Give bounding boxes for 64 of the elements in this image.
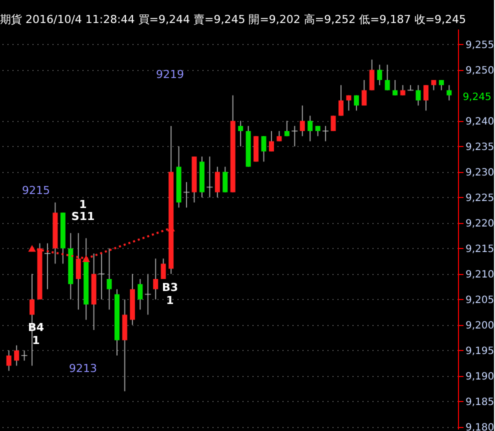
y-tick-label: 9,200	[466, 320, 494, 332]
candlestick	[438, 80, 444, 91]
candlestick	[292, 125, 298, 147]
candlestick	[261, 136, 266, 162]
candlestick	[322, 125, 329, 142]
candlestick	[384, 64, 390, 91]
candlestick	[446, 84, 452, 101]
y-tick-label: 9,220	[466, 218, 494, 230]
annotation: 1	[166, 294, 174, 307]
candlestick	[6, 350, 12, 372]
candlestick	[238, 120, 244, 147]
candlestick	[160, 258, 166, 280]
candlestick	[408, 84, 414, 91]
candlestick	[354, 94, 359, 112]
candlestick	[214, 166, 220, 198]
candlestick	[144, 273, 151, 316]
annotation: 9213	[69, 362, 97, 375]
candlestick	[14, 344, 20, 366]
y-tick-label: 9,190	[466, 371, 494, 382]
candlestick	[222, 166, 228, 193]
text: 9,245	[462, 92, 492, 103]
y-tick-label: 9,240	[466, 116, 494, 128]
candlestick	[346, 94, 352, 112]
candlestick	[153, 258, 158, 300]
candlestick	[184, 182, 190, 208]
y-tick-label: 9,255	[466, 40, 494, 51]
candlestick	[284, 120, 290, 137]
candlestick	[44, 242, 50, 290]
y-tick-label: 9,215	[466, 244, 494, 255]
candlestick	[106, 248, 112, 310]
candlestick	[400, 84, 406, 96]
y-tick-label: 9,195	[466, 346, 494, 357]
candlestick	[138, 278, 143, 310]
y-tick-label: 9,205	[466, 294, 494, 306]
candlestick	[392, 80, 398, 96]
annotation: B3	[162, 281, 178, 294]
candlestick	[338, 84, 344, 116]
annotation: 9215	[22, 184, 50, 197]
y-tick-label: 9,225	[466, 192, 494, 204]
candlestick	[300, 105, 305, 137]
annotation: 1	[79, 198, 87, 211]
candlestick	[330, 115, 336, 132]
point	[82, 255, 90, 262]
annotation: 1	[32, 334, 40, 347]
chart-title: 期貨 2016/10/4 11:28:44 買=9,244 賣=9,245 開=9,202 高=9,252 低=9,187 收=9,245	[0, 13, 466, 26]
point	[28, 245, 36, 252]
y-tick-label: 9,250	[466, 65, 494, 76]
candlestick	[362, 80, 367, 106]
candlestick	[21, 350, 28, 362]
y-tick-label: 9,210	[466, 269, 494, 280]
candlestick	[431, 80, 436, 91]
annotation: 9219	[156, 68, 184, 81]
y-tick-label: 9,235	[466, 142, 494, 153]
candlestick	[206, 156, 213, 198]
y-tick-label: 9,230	[466, 167, 494, 178]
candlestick	[416, 84, 421, 106]
candlestick	[98, 252, 105, 300]
candlestick	[423, 84, 428, 112]
annotation: S11	[71, 210, 95, 223]
candlestick	[377, 64, 382, 86]
candlestick	[369, 59, 374, 91]
candlestick	[268, 130, 274, 152]
candlestick	[308, 115, 313, 142]
y-tick-label: 9,185	[466, 396, 494, 408]
